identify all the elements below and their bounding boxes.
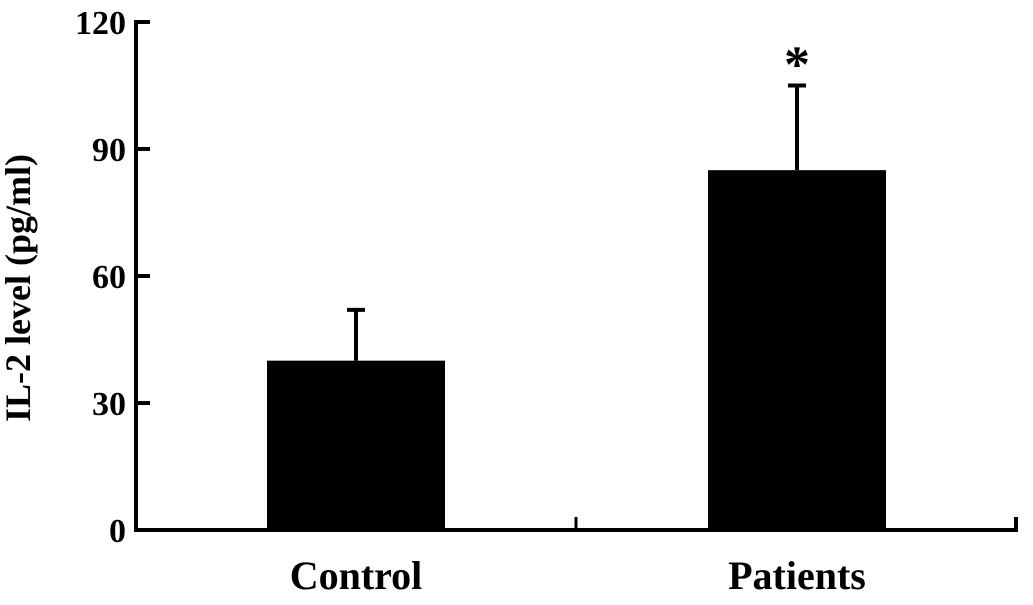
- bar-patients: [708, 170, 886, 530]
- y-tick-label-0: 0: [109, 513, 126, 550]
- y-tick-label-30: 30: [92, 386, 126, 423]
- significance-marker-patients: *: [784, 37, 810, 94]
- category-label-control: Control: [290, 553, 423, 598]
- y-tick-label-120: 120: [75, 5, 126, 42]
- y-tick-label-60: 60: [92, 259, 126, 296]
- category-label-patients: Patients: [728, 553, 866, 598]
- y-tick-label-90: 90: [92, 132, 126, 169]
- y-axis-title: IL-2 level (pg/ml): [0, 154, 38, 422]
- bar-control: [267, 360, 445, 530]
